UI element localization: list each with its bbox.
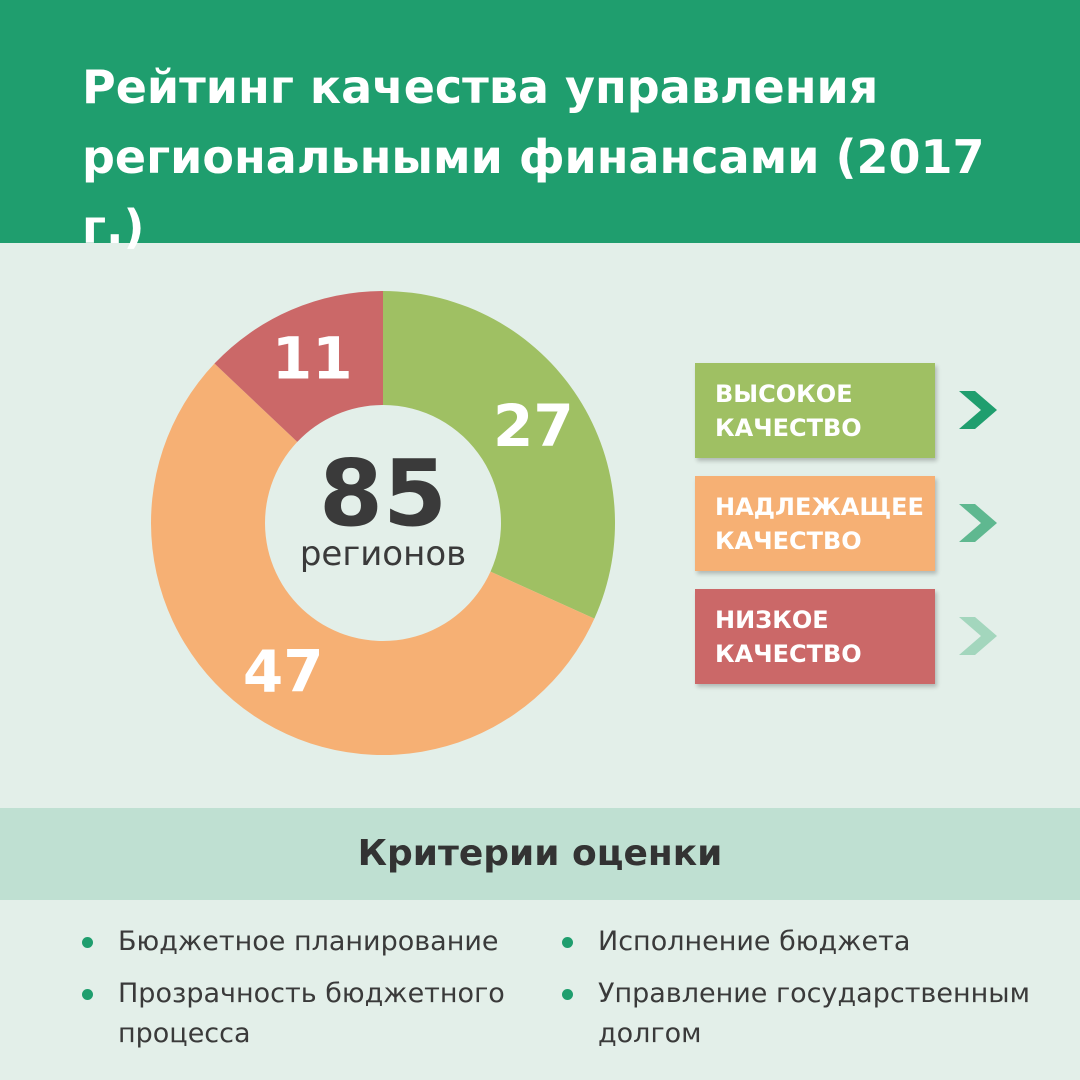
legend-box-adequate: НАДЛЕЖАЩЕЕ КАЧЕСТВО	[695, 476, 935, 571]
legend-item-adequate: НАДЛЕЖАЩЕЕ КАЧЕСТВО	[695, 476, 1015, 571]
legend-item-low: НИЗКОЕ КАЧЕСТВО	[695, 589, 1015, 684]
legend-box-high: ВЫСОКОЕ КАЧЕСТВО	[695, 363, 935, 458]
header-banner: Рейтинг качества управления региональным…	[0, 0, 1080, 254]
criteria-band: Критерии оценки	[0, 808, 1080, 900]
criteria-text: Управление государственным долгом	[598, 978, 1030, 1049]
legend-label-low: НИЗКОЕ КАЧЕСТВО	[715, 605, 862, 668]
slice-high	[383, 291, 615, 619]
criteria-list-right: Исполнение бюджета Управление государств…	[562, 922, 1062, 1066]
criteria-title: Критерии оценки	[357, 833, 723, 874]
chevron-right-icon	[959, 504, 997, 542]
criteria-text: Прозрачность бюджетного процесса	[118, 978, 505, 1049]
criteria-item: Бюджетное планирование	[82, 922, 542, 962]
criteria-list-left: Бюджетное планирование Прозрачность бюдж…	[82, 922, 542, 1066]
legend-label-high: ВЫСОКОЕ КАЧЕСТВО	[715, 379, 862, 442]
slice-label-adequate: 47	[243, 638, 324, 706]
bullet-icon	[562, 937, 573, 948]
legend-label-adequate: НАДЛЕЖАЩЕЕ КАЧЕСТВО	[715, 492, 924, 555]
criteria-item: Прозрачность бюджетного процесса	[82, 974, 542, 1054]
criteria-item: Исполнение бюджета	[562, 922, 1062, 962]
bullet-icon	[82, 937, 93, 948]
center-unit: регионов	[300, 534, 466, 574]
criteria-text: Бюджетное планирование	[118, 926, 499, 957]
criteria-text: Исполнение бюджета	[598, 926, 911, 957]
center-total: 85	[319, 440, 447, 547]
bullet-icon	[82, 989, 93, 1000]
criteria-item: Управление государственным долгом	[562, 974, 1062, 1054]
legend-box-low: НИЗКОЕ КАЧЕСТВО	[695, 589, 935, 684]
slice-label-low: 11	[272, 325, 353, 393]
bullet-icon	[562, 989, 573, 1000]
chevron-right-icon	[959, 391, 997, 429]
legend-item-high: ВЫСОКОЕ КАЧЕСТВО	[695, 363, 1015, 458]
chevron-right-icon	[959, 617, 997, 655]
slice-adequate	[151, 363, 595, 755]
page-title: Рейтинг качества управления региональным…	[82, 60, 985, 254]
slice-low	[214, 291, 383, 442]
donut-chart: 27 47 11 85 регионов	[150, 285, 620, 760]
legend: ВЫСОКОЕ КАЧЕСТВО НАДЛЕЖАЩЕЕ КАЧЕСТВО НИЗ…	[695, 363, 1015, 702]
slice-label-high: 27	[493, 392, 574, 460]
